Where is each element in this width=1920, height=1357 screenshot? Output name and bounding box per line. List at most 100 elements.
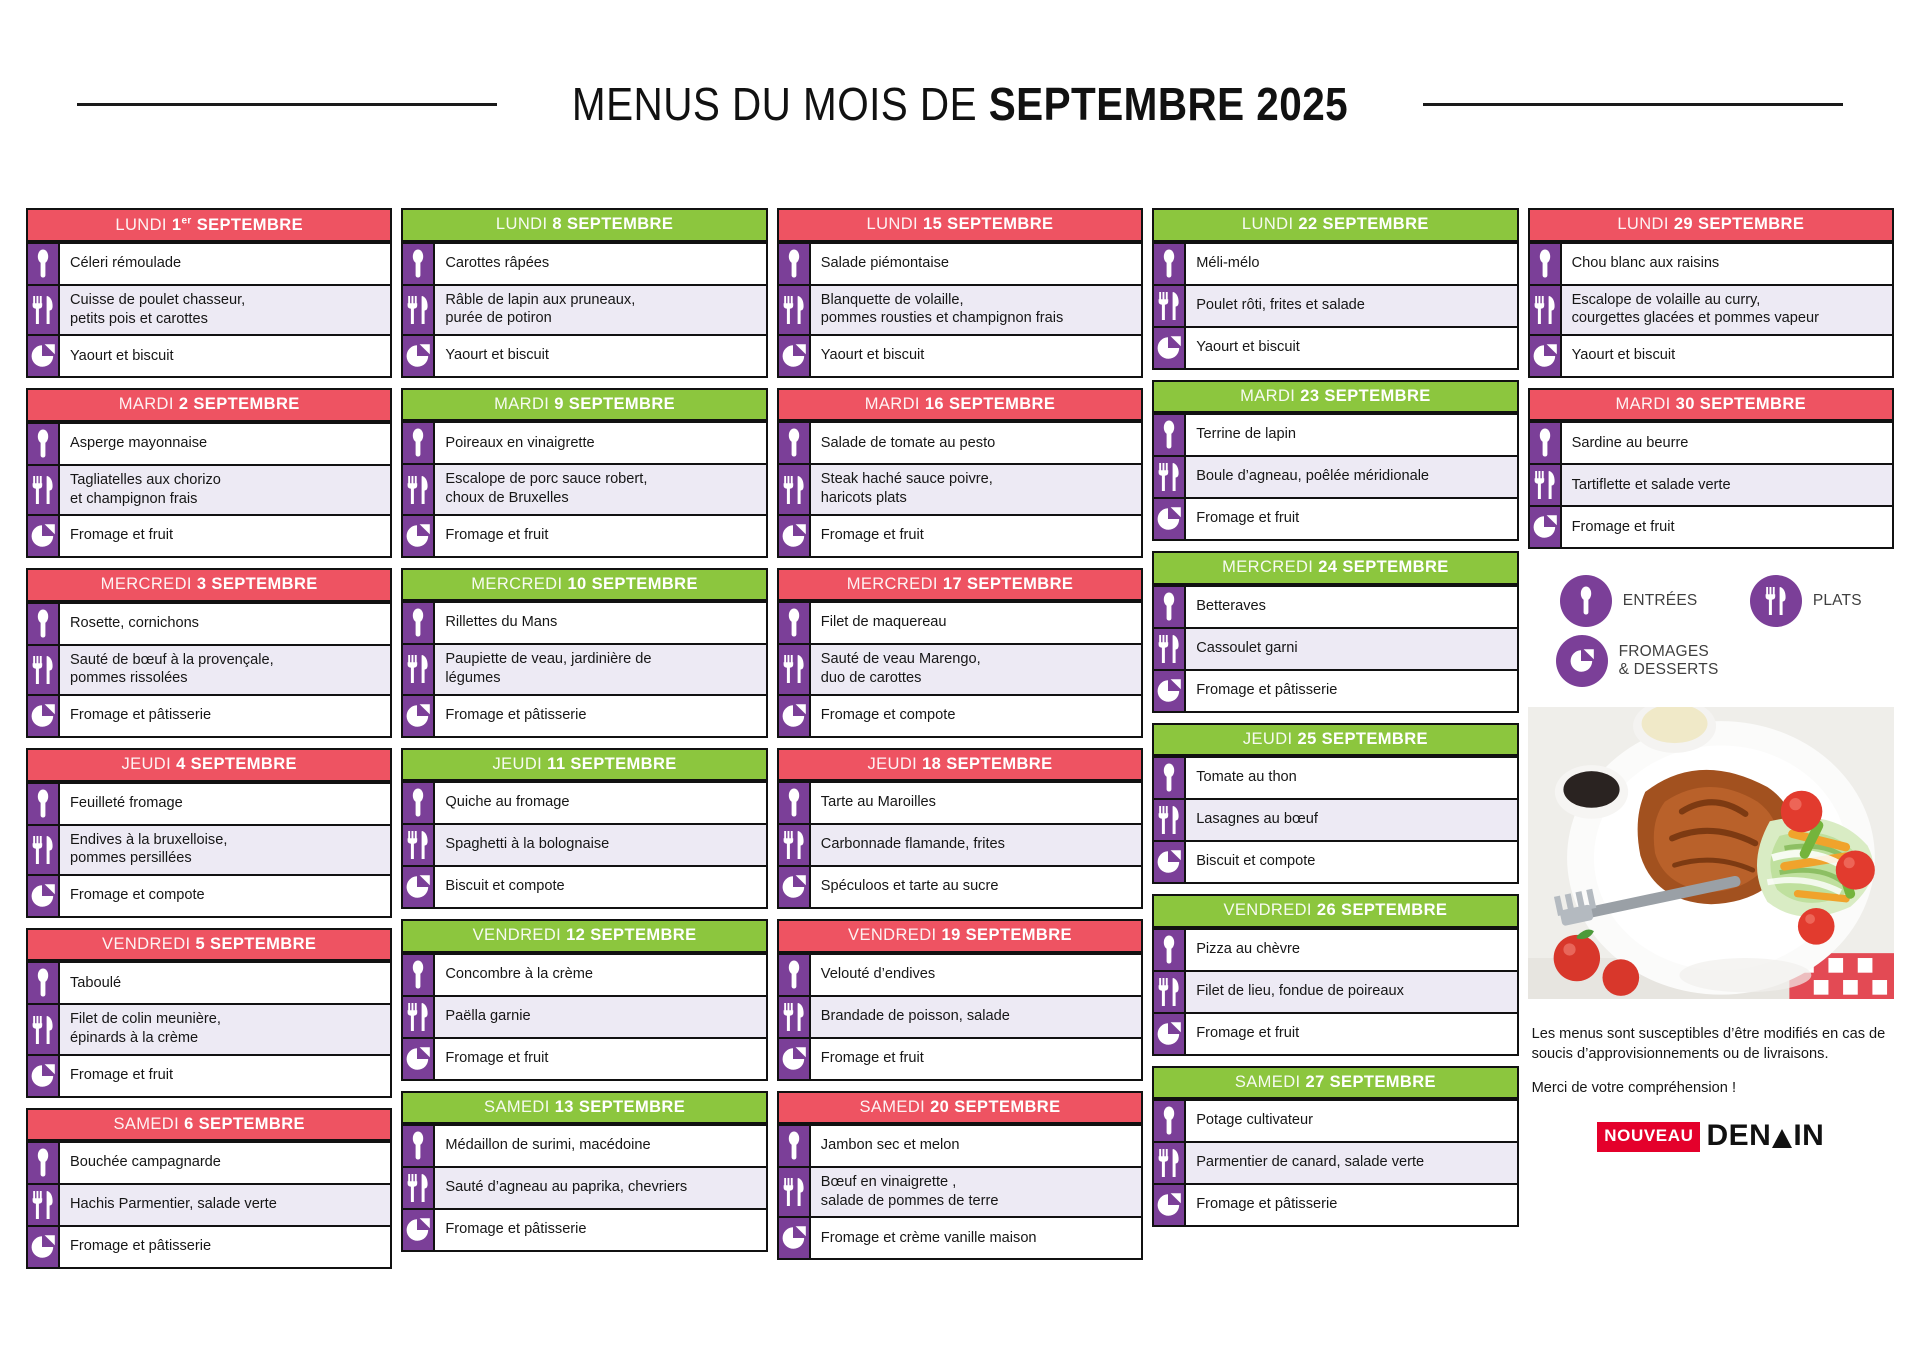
menu-row: Bœuf en vinaigrette , salade de pommes d… xyxy=(778,1166,1142,1217)
day-date: 18 SEPTEMBRE xyxy=(922,754,1053,773)
fork-knife-icon xyxy=(778,996,811,1037)
spoon-icon xyxy=(37,789,49,818)
day-date: 13 SEPTEMBRE xyxy=(554,1097,686,1116)
menu-item-text: Fromage et pâtisserie xyxy=(1186,1185,1517,1225)
fork-knife-icon xyxy=(783,295,804,324)
cheese-wedge-icon xyxy=(31,1063,55,1087)
day-weekday: MERCREDI xyxy=(846,574,943,593)
fork-knife-icon xyxy=(403,996,436,1037)
menu-item-text: Poulet rôti, frites et salade xyxy=(1186,285,1517,326)
menu-row: Spaghetti à la bolognaise xyxy=(403,823,766,866)
day-weekday: LUNDI xyxy=(1241,215,1299,233)
menu-row: Rosette, cornichons xyxy=(28,601,391,644)
day-header: MARDI 23 SEPTEMBRE xyxy=(1154,381,1517,413)
cheese-wedge-icon xyxy=(403,1038,436,1079)
cheese-wedge-icon xyxy=(31,884,55,907)
day-header: LUNDI 22 SEPTEMBRE xyxy=(1154,210,1517,242)
menu-row: Brandade de poisson, salade xyxy=(778,994,1142,1037)
day-card: MERCREDI 10 SEPTEMBRE Rillettes du Mans Pa… xyxy=(401,567,768,738)
menu-item-text: Filet de lieu, fondue de poireaux xyxy=(1186,971,1517,1012)
day-card: LUNDI 8 SEPTEMBRE Carottes râpées Râble de… xyxy=(401,208,768,378)
menu-row: Fromage et compote xyxy=(28,873,391,916)
menu-item-text: Fromage et fruit xyxy=(810,515,1142,556)
spoon-icon xyxy=(1154,586,1187,627)
spoon-icon xyxy=(28,244,60,284)
menu-row: Velouté d’endives xyxy=(778,952,1142,995)
menu-row: Céleri rémoulade xyxy=(28,242,391,284)
menu-row: Yaourt et biscuit xyxy=(28,334,391,377)
menu-item-text: Asperge mayonnaise xyxy=(60,423,391,464)
fork-knife-icon xyxy=(778,285,811,334)
menu-row: Poulet rôti, frites et salade xyxy=(1154,283,1517,326)
day-card: SAMEDI 13 SEPTEMBRE Médaillon de surimi, … xyxy=(401,1090,768,1253)
menu-column: LUNDI 1er SEPTEMBRE Céleri rémoulade Cuiss… xyxy=(26,208,393,1270)
menu-item-text: Paupiette de veau, jardinière de légumes xyxy=(435,645,766,694)
fork-knife-icon xyxy=(32,1015,53,1044)
day-header: SAMEDI 13 SEPTEMBRE xyxy=(403,1092,766,1125)
denain-logo: NOUVEAU DEN IN xyxy=(1532,1116,1890,1157)
menu-row: Pizza au chèvre xyxy=(1154,927,1517,970)
day-date: 23 SEPTEMBRE xyxy=(1300,386,1431,405)
spoon-icon xyxy=(1539,249,1550,277)
day-weekday: MERCREDI xyxy=(1222,558,1319,576)
menu-item-text: Cuisse de poulet chasseur, petits pois e… xyxy=(60,286,391,335)
day-header: JEUDI 18 SEPTEMBRE xyxy=(778,749,1142,782)
cheese-wedge-icon xyxy=(782,875,806,898)
menu-item-text: Paëlla garnie xyxy=(435,996,766,1037)
spoon-icon xyxy=(403,783,436,824)
menu-row: Bouchée campagnarde xyxy=(28,1141,391,1184)
day-header: MERCREDI 24 SEPTEMBRE xyxy=(1154,553,1517,585)
spoon-icon xyxy=(788,1131,799,1160)
day-card: JEUDI 25 SEPTEMBRE Tomate au thon Lasagnes… xyxy=(1152,722,1519,884)
menu-row: Spéculoos et tarte au sucre xyxy=(778,865,1142,908)
fork-knife-icon xyxy=(783,1178,804,1207)
fork-knife-icon xyxy=(783,655,804,684)
day-weekday: VENDREDI xyxy=(102,934,196,953)
fork-knife-icon xyxy=(778,645,811,694)
day-date: 3 SEPTEMBRE xyxy=(196,575,318,594)
day-weekday: SAMEDI xyxy=(859,1097,931,1116)
menu-row: Râble de lapin aux pruneaux, purée de po… xyxy=(403,283,766,334)
menu-row: Parmentier de canard, salade verte xyxy=(1154,1141,1517,1183)
menu-item-text: Sauté d’agneau au paprika, chevriers xyxy=(435,1168,766,1209)
menu-item-text: Poireaux en vinaigrette xyxy=(435,423,766,464)
legend-label: FROMAGES & DESSERTS xyxy=(1619,643,1719,679)
spoon-icon xyxy=(413,428,424,457)
logo-denain-part2: IN xyxy=(1793,1119,1825,1153)
cheese-wedge-icon xyxy=(1529,335,1562,376)
menu-item-text: Médaillon de surimi, macédoine xyxy=(435,1126,766,1167)
menu-row: Carottes râpées xyxy=(403,241,766,284)
menu-row: Sauté de veau Marengo, duo de carottes xyxy=(778,643,1142,694)
day-weekday: MERCREDI xyxy=(471,574,568,593)
cheese-wedge-icon xyxy=(1154,842,1187,882)
spoon-icon xyxy=(37,968,49,997)
fork-knife-icon xyxy=(28,1185,60,1226)
menu-item-text: Fromage et pâtisserie xyxy=(1186,670,1517,711)
logo-denain-part1: DEN xyxy=(1706,1119,1772,1153)
cheese-wedge-icon xyxy=(1533,344,1557,367)
fork-knife-icon xyxy=(28,825,60,874)
menu-row: Carbonnade flamande, frites xyxy=(778,823,1142,866)
cheese-wedge-icon xyxy=(1157,1193,1181,1216)
day-card: JEUDI 18 SEPTEMBRE Tarte au Maroilles Carb… xyxy=(776,747,1144,910)
menu-row: Tomate au thon xyxy=(1154,756,1517,798)
menu-row: Fromage et fruit xyxy=(403,513,766,556)
menu-item-text: Filet de maquereau xyxy=(810,603,1142,644)
menu-row: Fromage et pâtisserie xyxy=(1154,668,1517,711)
menu-item-text: Salade de tomate au pesto xyxy=(810,423,1142,464)
cheese-wedge-icon xyxy=(1555,635,1608,688)
menu-row: Fromage et fruit xyxy=(1529,505,1892,548)
cheese-wedge-icon xyxy=(403,695,436,736)
day-header: SAMEDI 6 SEPTEMBRE xyxy=(28,1109,391,1142)
menu-item-text: Brandade de poisson, salade xyxy=(810,996,1142,1037)
menu-row: Jambon sec et melon xyxy=(778,1124,1142,1167)
day-header: LUNDI 1er SEPTEMBRE xyxy=(28,210,391,242)
spoon-icon xyxy=(1580,586,1591,615)
fork-knife-icon xyxy=(1158,977,1179,1006)
menu-item-text: Yaourt et biscuit xyxy=(1561,335,1892,376)
day-card: MARDI 9 SEPTEMBRE Poireaux en vinaigrette… xyxy=(401,387,768,558)
cheese-wedge-icon xyxy=(28,516,60,557)
menu-row: Paupiette de veau, jardinière de légumes xyxy=(403,643,766,694)
menu-row: Fromage et fruit xyxy=(1154,497,1517,539)
legend-item-plats: PLATS xyxy=(1749,575,1862,628)
